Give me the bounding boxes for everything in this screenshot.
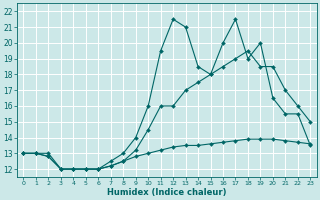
- X-axis label: Humidex (Indice chaleur): Humidex (Indice chaleur): [107, 188, 227, 197]
